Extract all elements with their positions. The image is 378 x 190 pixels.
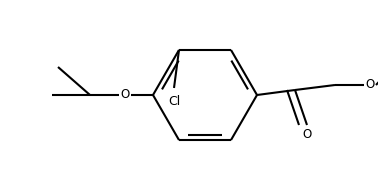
Text: O: O — [302, 128, 311, 142]
Text: Cl: Cl — [168, 95, 180, 108]
Text: O: O — [120, 89, 130, 101]
Text: O: O — [366, 78, 375, 92]
